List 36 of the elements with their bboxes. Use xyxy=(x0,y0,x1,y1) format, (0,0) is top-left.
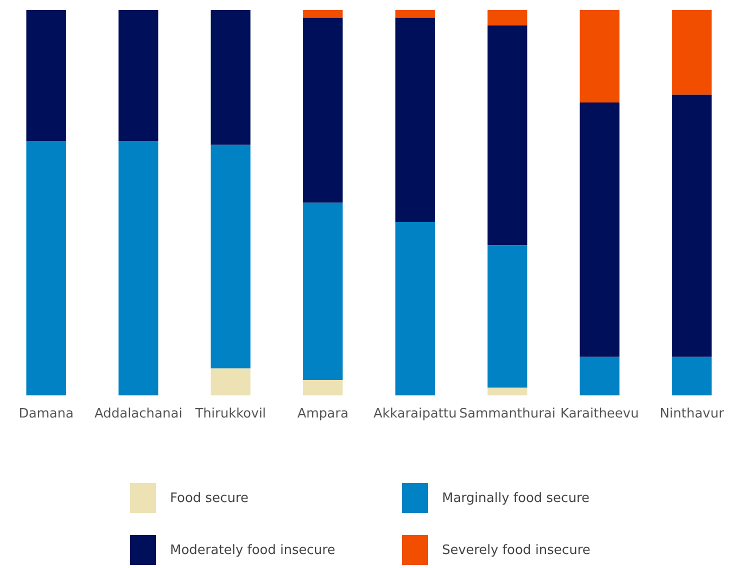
bar xyxy=(303,18,343,203)
x-tick-label: Ampara xyxy=(297,406,348,422)
x-tick-label: Thirukkovil xyxy=(194,406,266,422)
bar xyxy=(118,10,158,142)
bar xyxy=(395,222,435,396)
x-tick-label: Karaitheevu xyxy=(560,406,639,422)
bar xyxy=(488,25,528,246)
bar xyxy=(210,368,250,396)
bar xyxy=(118,141,158,396)
bar xyxy=(580,356,620,396)
bar xyxy=(488,388,528,396)
bar xyxy=(395,18,435,222)
x-tick-label: Addalachanai xyxy=(94,406,182,422)
bar xyxy=(210,10,250,145)
x-tick-label: Ninthavur xyxy=(660,406,725,422)
bar xyxy=(303,10,343,18)
x-tick-label: Akkaraipattu xyxy=(373,406,457,422)
bar xyxy=(26,141,66,396)
bar xyxy=(672,10,712,95)
legend-label: Severely food insecure xyxy=(442,542,590,558)
bar xyxy=(303,202,343,380)
bar xyxy=(303,380,343,396)
bar xyxy=(395,10,435,18)
bar xyxy=(672,94,712,357)
legend-label: Marginally food secure xyxy=(442,490,590,506)
legend-label: Food secure xyxy=(170,490,249,506)
x-tick-label: Sammanthurai xyxy=(459,406,556,422)
bar xyxy=(580,102,620,357)
legend-label: Moderately food insecure xyxy=(170,542,336,558)
bar xyxy=(488,10,528,26)
bar xyxy=(672,356,712,396)
bar xyxy=(488,245,528,388)
bar xyxy=(580,10,620,102)
bar xyxy=(210,144,250,368)
x-tick-label: Damana xyxy=(18,406,74,422)
bar xyxy=(26,10,66,142)
